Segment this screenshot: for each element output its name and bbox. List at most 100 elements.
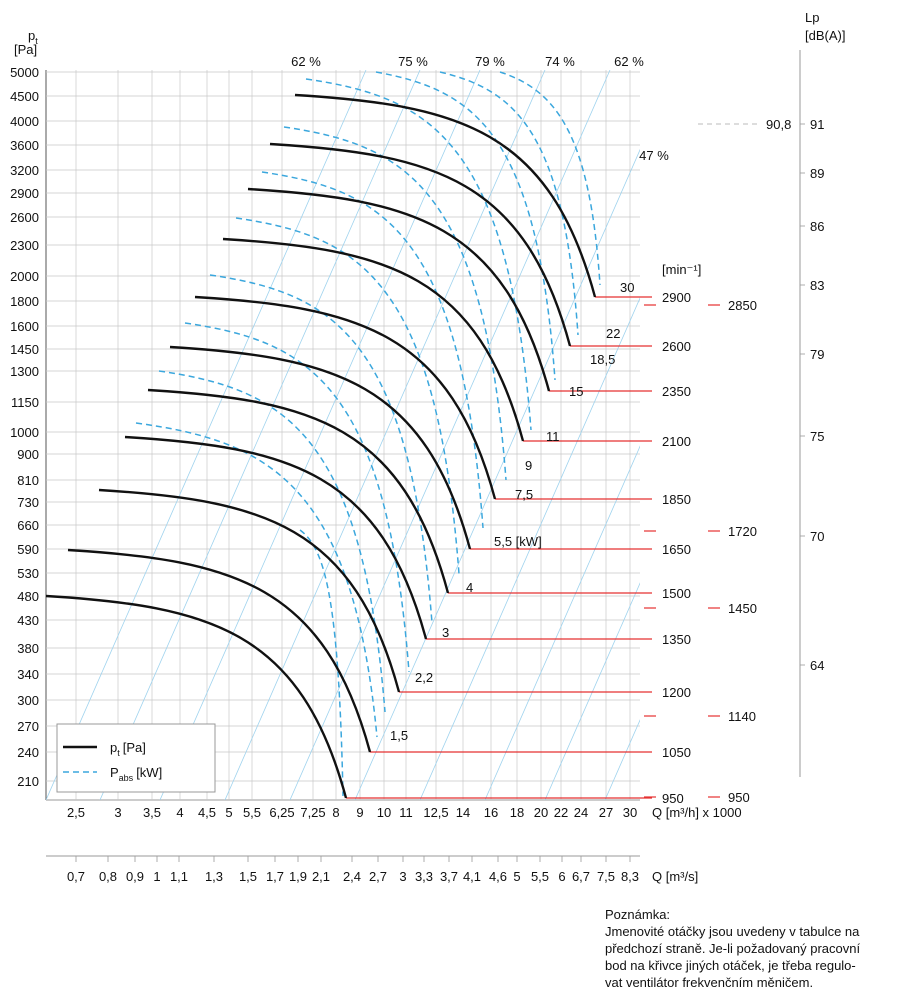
pressure-curve (169, 345, 472, 550)
x-tick-label-m3h: 10 (377, 805, 391, 820)
y-tick-label: 270 (17, 719, 39, 734)
noise-tick-label: 91 (810, 117, 824, 132)
y-tick-label: 660 (17, 518, 39, 533)
note-box: Poznámka: Jmenovité otáčky jsou uvedeny … (605, 906, 895, 991)
x-tick-label-m3h: 30 (623, 805, 637, 820)
y-tick-label: 2300 (10, 238, 39, 253)
speed-label: 2600 (662, 339, 691, 354)
x-tick-label-m3h: 3,5 (143, 805, 161, 820)
vertical-grid (75, 70, 631, 862)
y-tick-label: 210 (17, 774, 39, 789)
y-tick-label: 1300 (10, 364, 39, 379)
efficiency-label: 47 % (639, 148, 669, 163)
noise-tick-label: 64 (810, 658, 824, 673)
pressure-curve (294, 93, 597, 298)
speed-label: 2100 (662, 434, 691, 449)
noise-axis-unit: [dB(A)] (805, 28, 845, 43)
alt-speed-label: 1450 (728, 601, 757, 616)
x-tick-label-m3h: 4 (176, 805, 183, 820)
efficiency-label: 75 % (398, 54, 428, 69)
y-tick-label: 1000 (10, 425, 39, 440)
motor-power-label: 5,5 [kW] (494, 534, 542, 549)
efficiency-ray (544, 582, 640, 800)
pressure-curve (67, 548, 372, 753)
efficiency-ray (354, 148, 640, 800)
speed-label: 1500 (662, 586, 691, 601)
y-tick-label: 1150 (11, 395, 39, 410)
x-tick-label-m3s: 2,1 (312, 869, 330, 884)
note-line: Jmenovité otáčky jsou uvedeny v tabulce … (605, 924, 860, 939)
y-tick-label: 1600 (10, 319, 39, 334)
speed-label: 2900 (662, 290, 691, 305)
power-curve (283, 126, 507, 481)
y-tick-label: 530 (17, 566, 39, 581)
alt-speed-label: 950 (728, 790, 750, 805)
noise-max-label: 90,8 (766, 117, 791, 132)
pressure-curves (45, 93, 597, 799)
pressure-curve (45, 594, 348, 799)
power-curve (439, 71, 579, 336)
pressure-curve (194, 295, 497, 500)
x-tick-label-m3h: 5 (225, 805, 232, 820)
x-tick-label-m3s: 1,7 (266, 869, 284, 884)
noise-axis-title: Lp (805, 10, 819, 25)
x-tick-label-m3h: 4,5 (198, 805, 216, 820)
x-tick-label-m3s: 4,6 (489, 869, 507, 884)
x-tick-label-m3s: 8,3 (621, 869, 639, 884)
y-tick-label: 340 (17, 667, 39, 682)
speed-label: 1650 (662, 542, 691, 557)
efficiency-label: 62 % (291, 54, 321, 69)
note-title: Poznámka: (605, 907, 671, 922)
legend-power-label: Pabs [kW] (110, 765, 162, 783)
x-tick-label-m3h: 2,5 (67, 805, 85, 820)
y-tick-label: 380 (17, 641, 39, 656)
speed-label: 1850 (662, 492, 691, 507)
x-tick-label-m3s: 0,7 (67, 869, 85, 884)
x-tick-label-m3s: 6,7 (572, 869, 590, 884)
efficiency-label: 79 % (475, 54, 505, 69)
motor-power-label: 18,5 (590, 352, 615, 367)
x-tick-label-m3s: 3,7 (440, 869, 458, 884)
x-tick-label-m3s: 1,5 (239, 869, 257, 884)
x-axis-m3h-title: Q [m³/h] x 1000 (652, 805, 742, 820)
x-tick-label-m3s: 1,3 (205, 869, 223, 884)
motor-power-label: 15 (569, 384, 583, 399)
speed-label: 1050 (662, 745, 691, 760)
x-tick-label-m3h: 16 (484, 805, 498, 820)
x-tick-label-m3s: 2,4 (343, 869, 361, 884)
power-curve (305, 78, 532, 431)
alt-speed-label: 1720 (728, 524, 757, 539)
motor-power-label: 4 (466, 580, 473, 595)
x-tick-label-m3h: 8 (332, 805, 339, 820)
x-tick-label-m3s: 1 (153, 869, 160, 884)
x-tick-label-m3s: 1,9 (289, 869, 307, 884)
power-curve (235, 217, 460, 575)
y-tick-label: 2000 (10, 269, 39, 284)
power-curves (135, 71, 601, 797)
y-tick-label: 1800 (10, 294, 39, 309)
y-tick-label: 900 (17, 447, 39, 462)
x-tick-label-m3h: 20 (534, 805, 548, 820)
y-tick-label: 430 (17, 613, 39, 628)
y-tick-label: 2600 (10, 210, 39, 225)
speed-label: 950 (662, 791, 684, 806)
pressure-curve (124, 435, 428, 640)
y-tick-label: 810 (17, 473, 39, 488)
noise-tick-label: 79 (810, 347, 824, 362)
power-curve (135, 422, 378, 738)
motor-power-label: 9 (525, 458, 532, 473)
noise-tick-label: 83 (810, 278, 824, 293)
power-curve (158, 370, 386, 713)
power-curve (184, 322, 410, 673)
y-tick-label: 590 (17, 542, 39, 557)
y-tick-label: 4000 (10, 114, 39, 129)
x-tick-label-m3h: 9 (356, 805, 363, 820)
y-tick-label: 1450 (10, 342, 39, 357)
alt-speed-label: 2850 (728, 298, 757, 313)
pressure-curve (269, 142, 572, 347)
x-tick-label-m3h: 5,5 (243, 805, 261, 820)
motor-power-label: 11 (546, 429, 560, 444)
efficiency-ray (99, 70, 421, 800)
speed-header: [min⁻¹] (662, 262, 701, 277)
x-tick-label-m3s: 5,5 (531, 869, 549, 884)
